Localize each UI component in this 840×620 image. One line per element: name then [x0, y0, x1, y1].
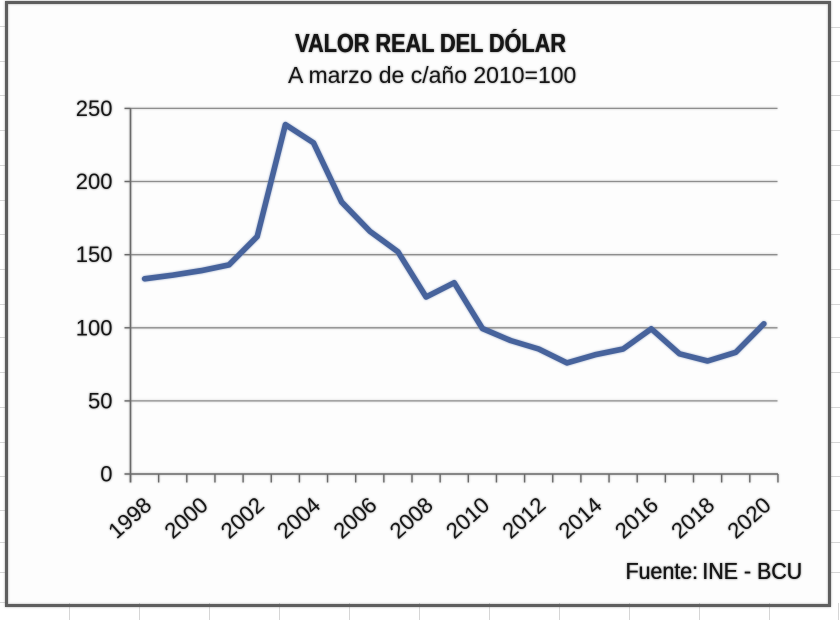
- svg-text:100: 100: [76, 315, 113, 340]
- svg-text:2012: 2012: [497, 492, 550, 543]
- svg-text:2010: 2010: [441, 492, 494, 543]
- svg-text:250: 250: [76, 96, 113, 121]
- svg-text:150: 150: [76, 242, 113, 267]
- svg-text:50: 50: [88, 388, 112, 413]
- svg-text:2016: 2016: [610, 492, 663, 543]
- svg-text:50: 50: [88, 388, 112, 413]
- svg-text:2002: 2002: [216, 492, 269, 543]
- svg-text:150: 150: [76, 242, 113, 267]
- svg-text:200: 200: [76, 169, 113, 194]
- svg-text:0: 0: [100, 462, 112, 487]
- svg-text:2006: 2006: [328, 492, 381, 543]
- svg-text:200: 200: [76, 169, 113, 194]
- svg-text:2014: 2014: [554, 492, 607, 543]
- svg-text:0: 0: [100, 462, 112, 487]
- svg-text:2020: 2020: [723, 492, 776, 543]
- svg-text:1998: 1998: [103, 492, 156, 543]
- svg-text:100: 100: [76, 315, 113, 340]
- svg-text:2008: 2008: [385, 492, 438, 543]
- svg-text:250: 250: [76, 96, 113, 121]
- svg-text:2000: 2000: [160, 492, 213, 543]
- svg-text:2018: 2018: [666, 492, 719, 543]
- svg-text:2004: 2004: [272, 492, 325, 543]
